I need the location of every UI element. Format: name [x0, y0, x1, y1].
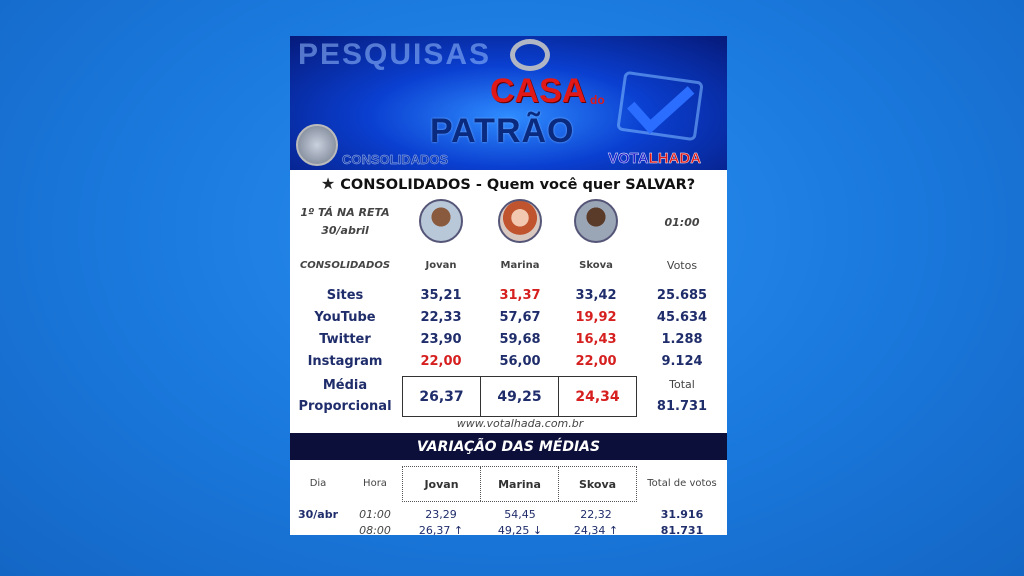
average-label-2: Proporcional: [298, 399, 392, 414]
header-marina: Marina: [500, 260, 540, 271]
row-value: 57,67: [499, 310, 541, 325]
average-skova: 24,34: [575, 388, 620, 405]
avatar-marina: [498, 199, 542, 243]
row-value: 59,68: [499, 332, 541, 347]
show-title-do: do: [590, 93, 605, 107]
page-title: ★ CONSOLIDADOS - Quem você quer SALVAR?: [320, 174, 696, 193]
header-votes: Votos: [666, 259, 698, 272]
variation-total: 31.916: [660, 508, 704, 521]
consolidados-logo-icon: [296, 124, 338, 166]
variation-day: 30/abr: [297, 508, 339, 521]
avatar-jovan: [419, 199, 463, 243]
variation-hour: 08:00: [359, 524, 391, 535]
row-source: YouTube: [314, 310, 376, 325]
banner-background-word: PESQUISAS: [298, 38, 492, 71]
average-marina: 49,25: [481, 377, 559, 416]
banner: PESQUISAS CASA do PATRÃO CONSOLIDADOS VO…: [290, 36, 727, 170]
website-link[interactable]: www.votalhada.com.br: [456, 417, 584, 430]
row-value: 19,92: [575, 310, 617, 325]
row-source: Instagram: [307, 354, 383, 369]
variation-title: VARIAÇÃO DAS MÉDIAS: [290, 433, 727, 460]
avatar-skova: [574, 199, 618, 243]
variation-value: 23,29: [425, 508, 457, 521]
star-icon: ★: [320, 174, 336, 193]
row-value: 56,00: [499, 354, 541, 369]
variation-value: 22,32: [580, 508, 612, 521]
row-votes: 9.124: [661, 354, 703, 369]
header-jovan: Jovan: [425, 260, 457, 271]
poll-card: PESQUISAS CASA do PATRÃO CONSOLIDADOS VO…: [290, 36, 727, 535]
average-jovan: 26,37: [403, 377, 481, 416]
row-value: 31,37: [499, 288, 541, 303]
variation-header-jovan: Jovan: [403, 467, 481, 501]
show-title-patrao: PATRÃO: [430, 112, 575, 150]
row-value: 35,21: [420, 288, 462, 303]
row-votes: 1.288: [661, 332, 703, 347]
variation-value: 26,37 ↑: [418, 524, 464, 535]
variation-header-total: Total de votos: [647, 478, 717, 489]
variation-candidates-header: Jovan Marina Skova: [402, 466, 637, 502]
variation-header-skova: Skova: [578, 477, 617, 491]
row-value: 22,33: [420, 310, 462, 325]
variation-header-day: Dia: [309, 478, 327, 489]
row-value: 22,00: [575, 354, 617, 369]
variation-value: 24,34 ↑: [573, 524, 619, 535]
variation-header-hour: Hora: [363, 478, 387, 489]
header-skova: Skova: [579, 260, 613, 271]
average-label-1: Média: [322, 378, 368, 393]
show-title-casa: CASA: [490, 72, 587, 110]
variation-value: 49,25 ↓: [497, 524, 543, 535]
checkmark-icon: [616, 70, 704, 142]
row-votes: 45.634: [656, 310, 708, 325]
row-value: 33,42: [575, 288, 617, 303]
total-votes: 81.731: [656, 399, 708, 414]
row-value: 16,43: [575, 332, 617, 347]
variation-total: 81.731: [660, 524, 704, 535]
average-box: 26,37 49,25 24,34: [402, 376, 637, 417]
header-consolidados: CONSOLIDADOS: [299, 260, 391, 271]
whistle-logo-icon: [510, 39, 550, 71]
row-source: Twitter: [319, 332, 371, 347]
row-value: 22,00: [420, 354, 462, 369]
variation-hour: 01:00: [359, 508, 391, 521]
row-votes: 25.685: [656, 288, 708, 303]
banner-tag: CONSOLIDADOS: [342, 152, 449, 167]
brand-logo: VOTALHADA: [608, 150, 702, 167]
variation-value: 54,45: [504, 508, 536, 521]
round-date: 30/abril: [321, 224, 369, 237]
row-source: Sites: [326, 288, 364, 303]
variation-header-marina: Marina: [481, 467, 559, 501]
total-label: Total: [669, 378, 695, 391]
round-label: 1º TÁ NA RETA: [300, 206, 390, 219]
round-time: 01:00: [664, 216, 700, 229]
row-value: 23,90: [420, 332, 462, 347]
